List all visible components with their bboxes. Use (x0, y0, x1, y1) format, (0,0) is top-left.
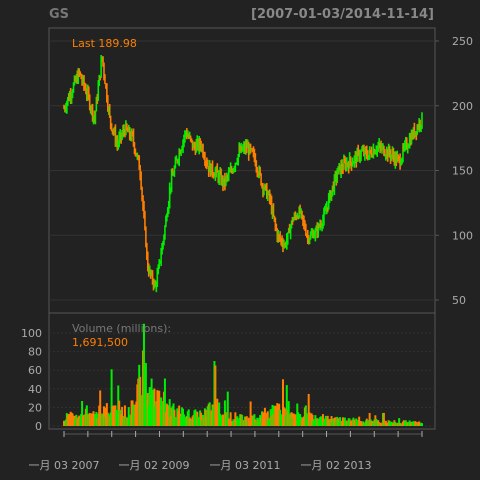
price-tick-label: 150 (452, 165, 473, 178)
price-y-axis: 50 100 150 200 250 (435, 35, 473, 307)
price-tick-label: 50 (452, 294, 466, 307)
volume-tick-label: 40 (28, 383, 42, 396)
volume-tick-label: 20 (28, 401, 42, 414)
price-panel: 50 100 150 200 250 Last 189.98 (48, 27, 473, 314)
volume-last-value: 1,691,500 (72, 336, 128, 349)
x-axis: 一月 03 2007 一月 02 2009 一月 03 2011 一月 02 2013 (29, 431, 423, 472)
volume-series (63, 323, 423, 426)
price-tick-label: 100 (452, 229, 473, 242)
chart-title: GS (49, 7, 69, 22)
volume-tick-label: 80 (28, 346, 42, 359)
chart-date-range: [2007-01-03/2014-11-14] (251, 7, 434, 22)
volume-y-axis: 0 20 40 60 80 100 (21, 327, 42, 433)
volume-panel-frame (48, 312, 436, 430)
x-tick-label: 一月 03 2011 (210, 459, 281, 472)
price-gridlines (49, 40, 435, 301)
volume-panel: 0 20 40 60 80 100 Volume (millions): 1,691,50… (21, 312, 436, 433)
volume-tick-label: 0 (35, 420, 42, 433)
x-tick-label: 一月 03 2007 (29, 459, 100, 472)
x-tick-label: 一月 02 2009 (119, 459, 190, 472)
last-price-label: Last 189.98 (72, 37, 137, 50)
price-tick-label: 250 (452, 35, 473, 48)
volume-title: Volume (millions): (72, 322, 171, 335)
x-tick-label: 一月 02 2013 (301, 459, 372, 472)
volume-tick-label: 100 (21, 327, 42, 340)
price-tick-label: 200 (452, 100, 473, 113)
price-series (63, 54, 423, 293)
volume-tick-label: 60 (28, 364, 42, 377)
